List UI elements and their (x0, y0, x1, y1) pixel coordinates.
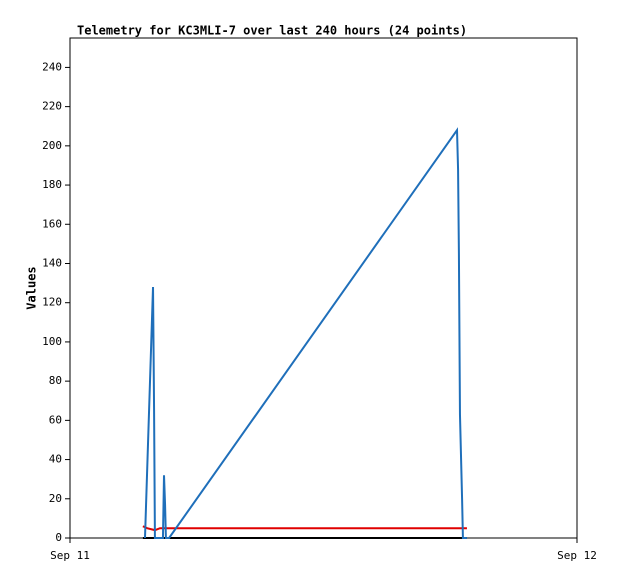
y-tick-label: 220 (42, 100, 62, 113)
y-tick-label: 200 (42, 139, 62, 152)
y-tick-label: 60 (49, 413, 62, 426)
y-axis-label: Values (25, 266, 39, 309)
y-tick-label: 160 (42, 217, 62, 230)
x-tick-label: Sep 11 (50, 549, 90, 562)
y-tick-label: 80 (49, 374, 62, 387)
chart-title: Telemetry for KC3MLI-7 over last 240 hou… (77, 24, 467, 38)
y-tick-label: 0 (55, 531, 62, 544)
y-tick-label: 120 (42, 296, 62, 309)
y-tick-label: 20 (49, 492, 62, 505)
y-tick-label: 140 (42, 256, 62, 269)
y-tick-label: 180 (42, 178, 62, 191)
series-line (143, 127, 467, 539)
y-tick-label: 40 (49, 453, 62, 466)
y-tick-label: 100 (42, 335, 62, 348)
y-tick-label: 240 (42, 60, 62, 73)
x-tick-label: Sep 12 (557, 549, 597, 562)
